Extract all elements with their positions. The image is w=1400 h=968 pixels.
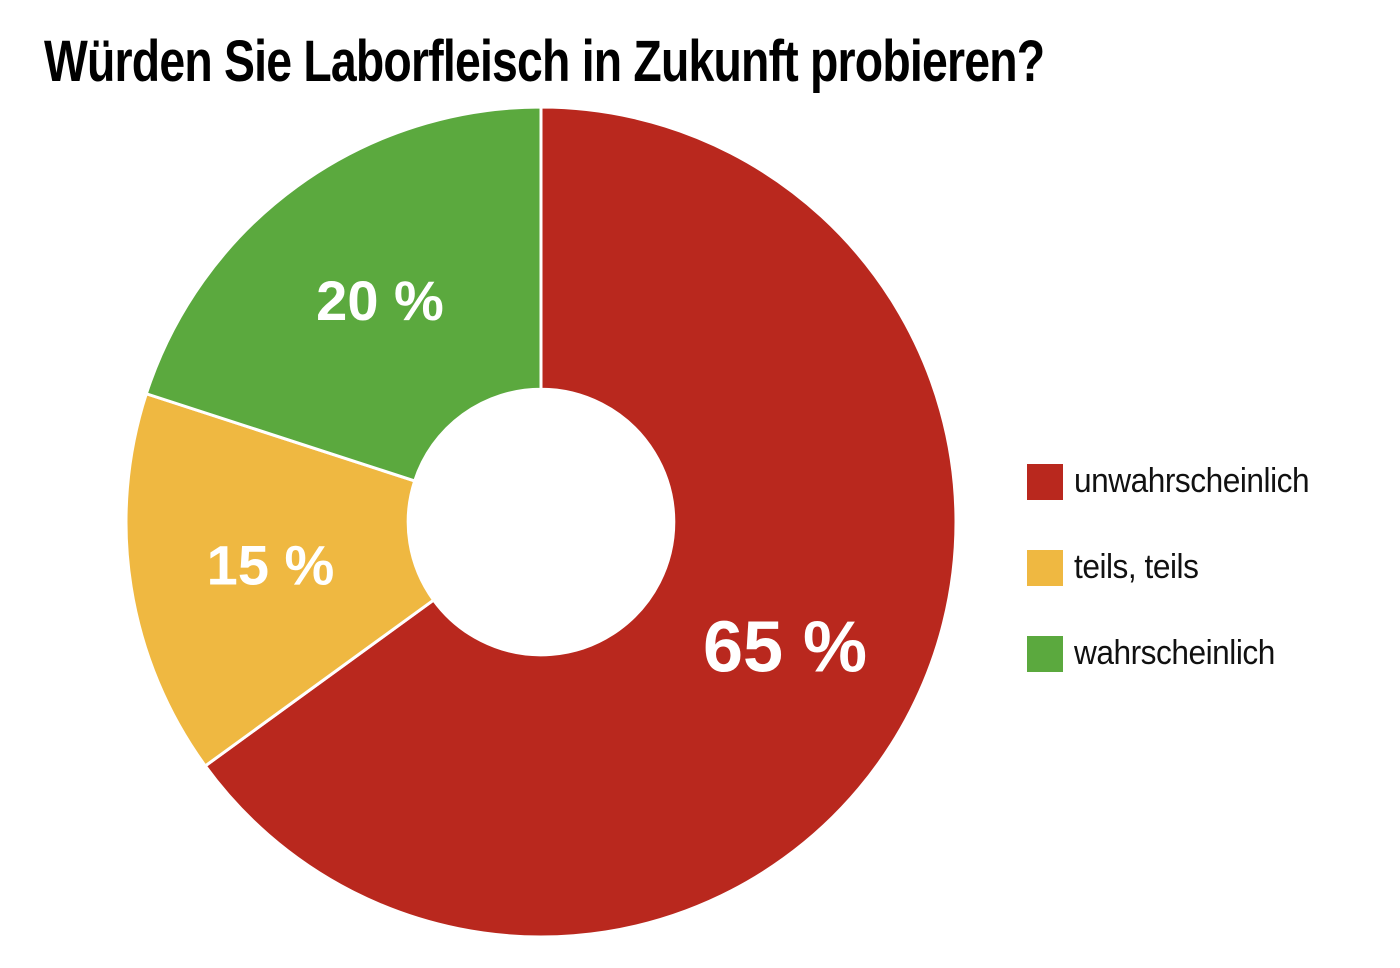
legend-swatch-unwahrscheinlich — [1027, 463, 1063, 500]
pie-slice-wahrscheinlich — [144, 105, 543, 483]
chart-title: Würden Sie Laborfleisch in Zukunft probi… — [44, 29, 1045, 94]
legend-item-wahrscheinlich: wahrscheinlich — [1027, 634, 1327, 673]
legend-swatch-teils-teils — [1027, 549, 1063, 586]
slice-label-teils-teils: 15 % — [207, 533, 335, 596]
pie-slice-teils-teils — [124, 392, 436, 768]
slice-label-wahrscheinlich: 20 % — [316, 269, 444, 332]
slice-label-unwahrscheinlich: 65 % — [703, 608, 867, 688]
pie-slice-unwahrscheinlich — [203, 105, 958, 939]
legend-label-teils-teils: teils, teils — [1074, 548, 1199, 586]
legend-label-unwahrscheinlich: unwahrscheinlich — [1074, 462, 1310, 500]
legend-swatch-wahrscheinlich — [1027, 635, 1063, 672]
legend: unwahrscheinlich teils, teils wahrschein… — [1027, 462, 1327, 673]
legend-item-unwahrscheinlich: unwahrscheinlich — [1027, 462, 1327, 501]
legend-label-wahrscheinlich: wahrscheinlich — [1074, 634, 1275, 672]
legend-item-teils-teils: teils, teils — [1027, 548, 1327, 587]
